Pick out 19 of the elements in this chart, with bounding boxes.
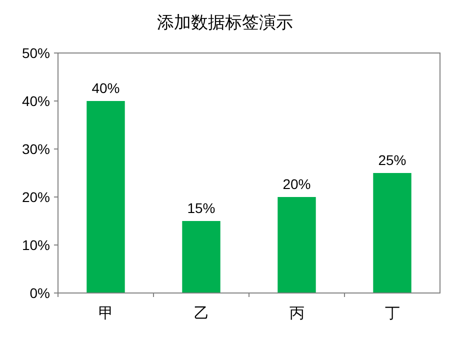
x-tick-label: 丁 <box>384 305 400 322</box>
data-label: 25% <box>378 152 406 168</box>
y-tick-label: 20% <box>22 189 50 205</box>
x-tick-label: 丙 <box>289 305 304 322</box>
bar <box>278 197 316 293</box>
data-label: 40% <box>92 80 120 96</box>
y-tick-label: 50% <box>22 45 50 61</box>
bar <box>86 101 125 293</box>
data-label: 15% <box>187 200 216 216</box>
y-tick-label: 40% <box>22 93 50 109</box>
chart-title: 添加数据标签演示 <box>157 13 293 32</box>
y-tick-label: 10% <box>22 237 50 253</box>
x-tick-label: 乙 <box>194 305 209 322</box>
y-tick-label: 30% <box>22 141 50 157</box>
y-tick-label: 0% <box>30 285 50 301</box>
x-tick-label: 甲 <box>98 305 114 322</box>
bar <box>182 221 220 293</box>
data-label: 20% <box>282 176 311 192</box>
bar <box>373 173 412 293</box>
